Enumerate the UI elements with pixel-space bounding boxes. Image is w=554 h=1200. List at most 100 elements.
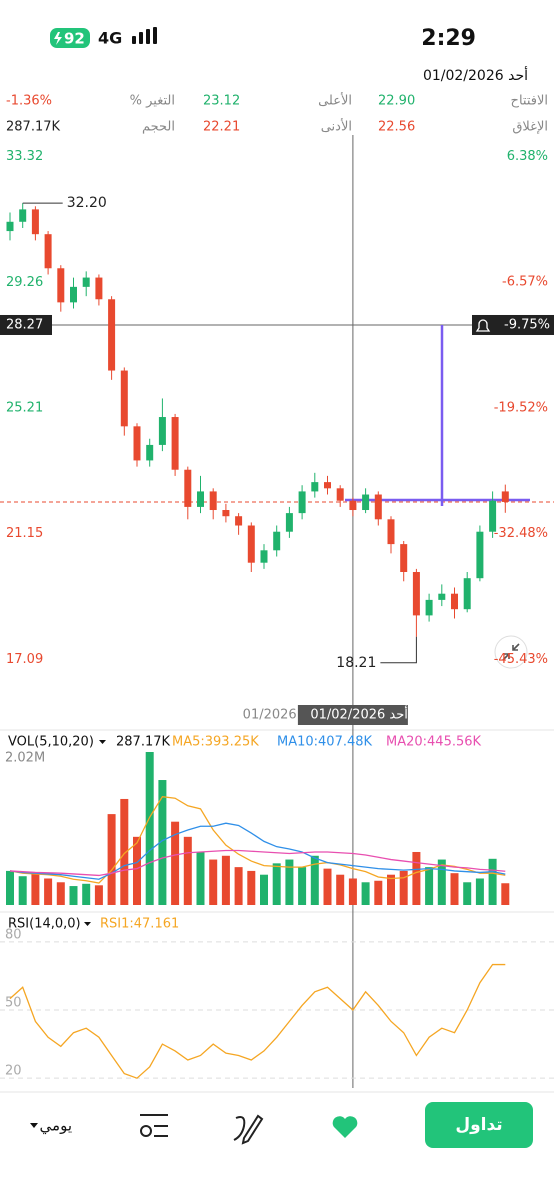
candle-body	[197, 491, 204, 507]
candle-body	[171, 417, 179, 470]
crosshair-date-box	[297, 705, 408, 725]
candle-body	[374, 494, 382, 520]
clock: 2:29	[421, 26, 476, 51]
max-marker-label: 32.20	[67, 195, 107, 211]
dropdown-icon	[30, 1123, 38, 1128]
y2-tick-label: -32.48%	[494, 526, 548, 541]
volume-bar	[450, 873, 459, 905]
candle-body	[133, 426, 141, 461]
candle-body	[501, 491, 509, 502]
candle-body	[209, 491, 217, 511]
volume-bar	[348, 878, 357, 905]
candle-body	[451, 593, 458, 610]
volume-bar	[94, 885, 103, 905]
candle-body	[184, 469, 192, 507]
stat-value: 287.17K	[6, 120, 60, 135]
candle-body	[311, 482, 319, 492]
rsi-line	[9, 963, 506, 1079]
candle-body	[6, 221, 14, 232]
volume-bar	[145, 752, 154, 905]
candle-body	[285, 513, 293, 532]
candle-body	[95, 277, 103, 300]
stat-label: الإغلاق	[512, 120, 548, 135]
y2-tick-label: -6.57%	[502, 275, 548, 290]
candle-body	[425, 599, 433, 616]
bolt-icon	[54, 32, 62, 45]
battery	[50, 28, 90, 48]
volume-bar	[361, 882, 370, 905]
y-tick-label: 29.26	[6, 275, 43, 290]
candle-body	[146, 444, 154, 461]
indicator-icon[interactable]	[140, 1114, 168, 1137]
volume-bar	[374, 880, 383, 905]
volume-bar	[56, 882, 65, 905]
stat-value: 23.12	[203, 94, 240, 109]
volume-bar	[234, 867, 243, 905]
volume-bar	[412, 851, 421, 905]
legend-entry: MA10:407.48K	[277, 735, 373, 750]
candle-body	[222, 510, 230, 517]
volume-bar	[31, 873, 40, 905]
candle-body	[44, 234, 52, 269]
candle-body	[235, 516, 243, 526]
volume-bar	[158, 780, 167, 905]
volume-bar	[310, 855, 319, 905]
volume-bar	[69, 886, 78, 905]
candle-body	[476, 531, 484, 579]
volume-bar	[196, 851, 205, 905]
draw-icon[interactable]	[233, 1114, 264, 1145]
ma-line	[9, 795, 506, 884]
date: أحد 01/02/2026	[423, 66, 528, 84]
candle-body	[362, 494, 370, 511]
favorite-button[interactable]	[332, 1116, 358, 1138]
candle-body	[247, 525, 255, 563]
y-tick-label: 2.02M	[5, 751, 45, 766]
volume-bar	[247, 870, 256, 905]
volume-bar	[298, 867, 307, 905]
volume-current: 287.17K	[116, 735, 170, 750]
candle-body	[387, 519, 395, 545]
volume-bar	[399, 870, 408, 905]
volume-bar	[323, 868, 332, 905]
legend-entry: MA5:393.25K	[172, 735, 259, 750]
candle-body	[31, 209, 39, 235]
y-tick-label: 20	[5, 1064, 22, 1079]
volume-title: VOL(5,10,20)	[8, 735, 94, 750]
y-tick-label: 33.32	[6, 149, 43, 164]
candle-body	[489, 500, 497, 532]
candle-body	[349, 500, 357, 511]
volume-bar	[82, 883, 91, 905]
volume-bar	[463, 882, 472, 905]
stat-label: الأدنى	[321, 118, 352, 135]
crosshair-pct-box	[472, 314, 554, 335]
candle-body	[57, 268, 65, 303]
min-marker-line	[380, 636, 417, 664]
collapse-icon	[502, 643, 520, 661]
candle-body	[412, 571, 420, 616]
stat-value: -1.36%	[6, 94, 52, 109]
period-select[interactable]: يومي	[40, 1117, 72, 1136]
crosshair-price: 28.27	[6, 317, 43, 332]
volume-bar	[437, 859, 446, 905]
volume-bar	[209, 859, 218, 905]
stat-label: الأعلى	[318, 92, 352, 109]
battery-level: 92	[64, 30, 85, 48]
volume-bar	[336, 874, 345, 905]
stat-value: 22.56	[378, 120, 415, 135]
trade-label: تداول	[455, 1115, 502, 1135]
y2-tick-label: -19.52%	[494, 400, 548, 415]
y-tick-label: 50	[5, 996, 22, 1011]
x-tick-label: 01/2026	[243, 708, 297, 723]
min-marker-label: 18.21	[336, 655, 376, 671]
candle-body	[273, 531, 281, 551]
candle-body	[400, 544, 408, 572]
ma-line	[9, 849, 506, 877]
legend-entry: RSI1:47.161	[100, 917, 179, 932]
volume-bar	[221, 855, 230, 905]
trade-button[interactable]	[425, 1102, 533, 1148]
stat-label: التغير %	[130, 94, 175, 109]
candle-body	[260, 550, 268, 563]
stat-value: 22.90	[378, 94, 415, 109]
